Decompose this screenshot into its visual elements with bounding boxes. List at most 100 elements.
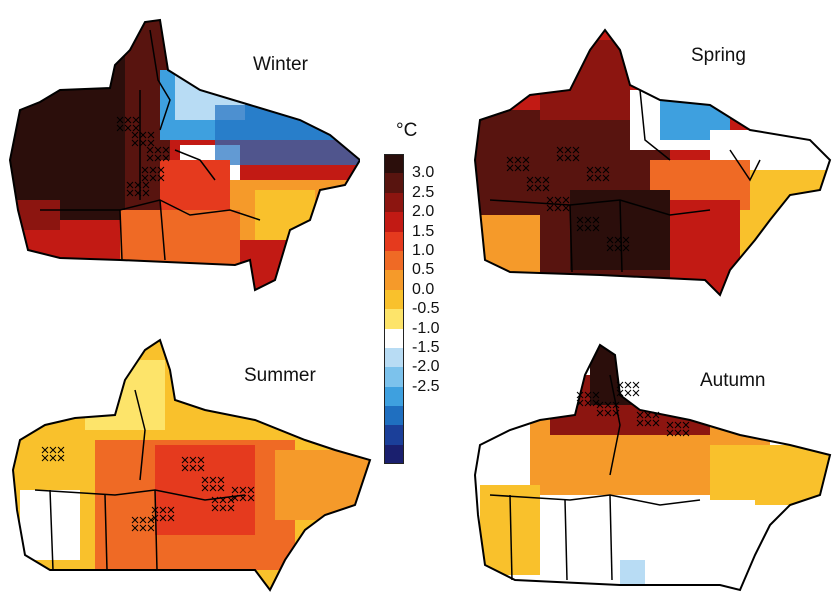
summer-title: Summer — [244, 365, 316, 386]
spring-title: Spring — [691, 45, 746, 66]
significance-hatch — [592, 399, 600, 407]
winter-map — [8, 18, 360, 292]
significance-hatch — [159, 514, 167, 522]
significance-hatch — [606, 244, 614, 252]
significance-hatch — [147, 516, 155, 524]
significance-hatch — [584, 216, 592, 224]
significance-hatch — [239, 494, 247, 502]
significance-hatch — [201, 476, 209, 484]
legend-swatch — [384, 154, 404, 174]
significance-hatch — [162, 146, 170, 154]
significance-hatch — [636, 419, 644, 427]
autumn-map-panel: Autumn — [470, 335, 840, 605]
significance-hatch — [131, 516, 139, 524]
significance-hatch — [167, 506, 175, 514]
significance-hatch — [526, 184, 534, 192]
significance-hatch — [126, 181, 134, 189]
legend-swatch — [384, 270, 404, 290]
significance-hatch — [157, 166, 165, 174]
significance-hatch — [576, 224, 584, 232]
legend-tick-label: 0.0 — [412, 280, 435, 298]
significance-hatch — [132, 116, 140, 124]
legend-tick-label: 1.5 — [412, 222, 435, 240]
summer-map — [11, 338, 372, 592]
legend-swatch — [384, 192, 404, 213]
significance-hatch — [564, 154, 572, 162]
significance-hatch — [181, 464, 189, 472]
significance-hatch — [674, 429, 682, 437]
significance-hatch — [189, 456, 197, 464]
legend-tick-label: -1.0 — [412, 319, 440, 337]
legend-swatch — [384, 173, 404, 193]
significance-hatch — [576, 216, 584, 224]
summer-map-panel: Summer — [5, 330, 375, 605]
spring-map — [473, 28, 832, 297]
significance-hatch — [124, 116, 132, 124]
legend-tick-label: 2.0 — [412, 203, 435, 221]
significance-hatch — [231, 494, 239, 502]
significance-hatch — [562, 204, 570, 212]
significance-hatch — [116, 116, 124, 124]
significance-hatch — [151, 514, 159, 522]
significance-hatch — [594, 166, 602, 174]
significance-hatch — [211, 496, 219, 504]
significance-hatch — [217, 484, 225, 492]
significance-hatch — [652, 419, 660, 427]
legend-tick-label: 1.0 — [412, 242, 435, 259]
significance-hatch — [41, 454, 49, 462]
significance-hatch — [239, 486, 247, 494]
significance-hatch — [564, 146, 572, 154]
significance-hatch — [131, 524, 139, 532]
legend-swatch — [384, 425, 404, 445]
significance-hatch — [149, 166, 157, 174]
significance-hatch — [247, 494, 255, 502]
significance-hatch — [534, 184, 542, 192]
legend-colorbar — [384, 154, 404, 465]
significance-hatch — [139, 131, 147, 139]
significance-hatch — [57, 446, 65, 454]
significance-hatch — [57, 454, 65, 462]
significance-hatch — [644, 419, 652, 427]
significance-hatch — [522, 156, 530, 164]
legend-tick-label: -1.5 — [412, 339, 440, 356]
significance-hatch — [682, 421, 690, 429]
legend-tick-label: 3.0 — [412, 164, 435, 182]
significance-hatch — [632, 381, 640, 389]
significance-hatch — [584, 399, 592, 407]
significance-hatch — [131, 131, 139, 139]
significance-hatch — [604, 409, 612, 417]
significance-hatch — [157, 174, 165, 182]
significance-hatch — [506, 156, 514, 164]
significance-hatch — [211, 504, 219, 512]
significance-hatch — [126, 189, 134, 197]
significance-hatch — [247, 486, 255, 494]
legend-tick-label: -2.0 — [412, 358, 440, 376]
legend-tick-label: 2.5 — [412, 183, 435, 201]
significance-hatch — [624, 381, 632, 389]
significance-hatch — [219, 496, 227, 504]
significance-hatch — [606, 236, 614, 244]
significance-hatch — [506, 164, 514, 172]
legend-swatch — [384, 386, 404, 407]
significance-hatch — [556, 146, 564, 154]
significance-hatch — [167, 514, 175, 522]
significance-hatch — [586, 166, 594, 174]
significance-hatch — [197, 456, 205, 464]
significance-hatch — [622, 236, 630, 244]
legend-swatch — [384, 347, 404, 368]
significance-hatch — [622, 244, 630, 252]
significance-hatch — [201, 484, 209, 492]
legend-tick-label: -2.5 — [412, 377, 440, 395]
significance-hatch — [154, 154, 162, 162]
legend-tick-label: -0.5 — [412, 300, 440, 318]
significance-hatch — [139, 516, 147, 524]
significance-hatch — [141, 166, 149, 174]
significance-hatch — [514, 156, 522, 164]
legend-swatch — [384, 250, 404, 271]
significance-hatch — [596, 409, 604, 417]
legend-swatch — [384, 367, 404, 387]
significance-hatch — [554, 204, 562, 212]
significance-hatch — [584, 391, 592, 399]
significance-hatch — [116, 124, 124, 132]
significance-hatch — [159, 506, 167, 514]
